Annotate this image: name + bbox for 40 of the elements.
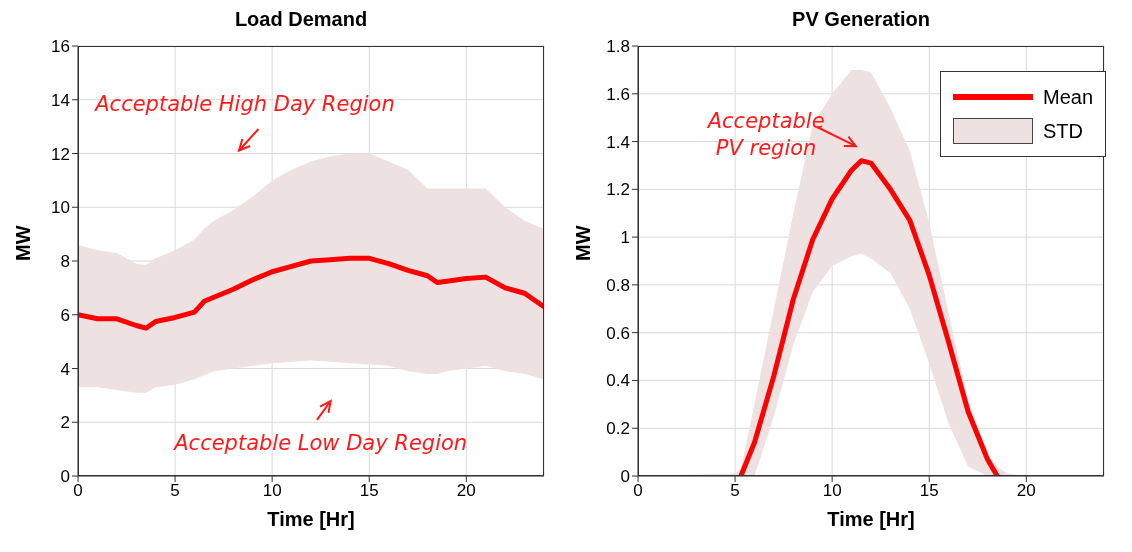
legend-label: Mean <box>1042 85 1093 109</box>
y-tick-label: 0 <box>620 467 630 487</box>
y-tick-label: 6 <box>60 305 70 325</box>
x-tick-label: 20 <box>456 481 476 501</box>
y-tick-label: 4 <box>60 359 70 379</box>
y-tick-label: 0.4 <box>606 371 630 391</box>
annotation: Acceptable High Day Region <box>93 91 396 119</box>
y-tick-label: 1 <box>620 228 630 248</box>
y-tick-label: 14 <box>51 90 70 110</box>
y-tick-label: 8 <box>60 252 70 272</box>
x-tick-label: 0 <box>633 481 643 501</box>
y-tick-label: 2 <box>60 413 70 433</box>
x-tick-label: 15 <box>919 481 939 501</box>
y-axis-title: MW <box>12 225 35 261</box>
y-tick-label: 0.8 <box>606 275 630 295</box>
legend-label: STD <box>1042 119 1083 143</box>
y-tick-label: 1.4 <box>606 132 630 152</box>
y-tick-label: 10 <box>51 198 70 218</box>
x-tick-label: 5 <box>730 481 740 501</box>
annotation: Acceptable Low Day Region <box>172 429 469 457</box>
x-tick-label: 20 <box>1016 481 1036 501</box>
x-axis-title: Time [Hr] <box>827 508 915 530</box>
x-tick-label: 15 <box>359 481 379 501</box>
x-tick-label: 0 <box>73 481 83 501</box>
y-tick-label: 1.2 <box>606 180 630 200</box>
y-tick-label: 1.6 <box>606 84 630 104</box>
y-tick-label: 12 <box>51 144 70 164</box>
y-tick-label: 1.8 <box>606 37 630 57</box>
y-axis-title: MW <box>572 225 595 261</box>
x-tick-label: 10 <box>262 481 282 501</box>
annotation: Acceptable PV region <box>706 108 826 163</box>
chart-title: Load Demand <box>233 8 369 32</box>
x-axis-title: Time [Hr] <box>267 508 355 530</box>
y-tick-label: 0.6 <box>606 323 630 343</box>
y-tick-label: 16 <box>51 37 70 57</box>
chart-title: PV Generation <box>791 8 931 32</box>
x-tick-label: 5 <box>170 481 180 501</box>
y-tick-label: 0 <box>60 467 70 487</box>
x-tick-label: 10 <box>822 481 842 501</box>
y-tick-label: 0.2 <box>606 419 630 439</box>
